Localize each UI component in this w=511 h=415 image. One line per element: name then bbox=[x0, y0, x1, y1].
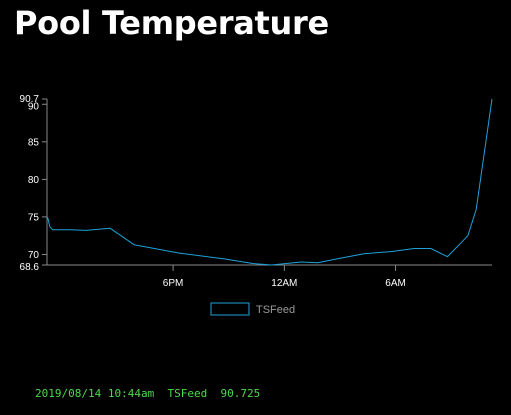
series-layer bbox=[46, 98, 493, 266]
x-tick-label: 6AM bbox=[385, 278, 406, 289]
x-axis: 6PM 12AM 6AM bbox=[47, 264, 492, 289]
legend-label-tsfeed[interactable]: TSFeed bbox=[256, 304, 295, 316]
status-line: 2019/08/14 10:44am TSFeed 90.725 bbox=[35, 387, 260, 400]
y-tick-label: 75 bbox=[28, 212, 40, 223]
legend[interactable]: TSFeed bbox=[210, 302, 295, 316]
y-tick-label: 90.7 bbox=[20, 94, 40, 105]
y-tick-label: 85 bbox=[28, 137, 40, 148]
y-tick-label: 68.6 bbox=[20, 262, 40, 273]
legend-swatch-tsfeed[interactable] bbox=[210, 302, 250, 316]
status-datetime: 2019/08/14 10:44am bbox=[35, 387, 155, 400]
series-line-tsfeed bbox=[46, 98, 493, 266]
page-title: Pool Temperature bbox=[14, 4, 329, 42]
y-tick-label: 80 bbox=[28, 175, 40, 186]
status-feed-name: TSFeed bbox=[167, 387, 208, 400]
y-tick-label: 70 bbox=[28, 250, 40, 261]
x-tick-label: 12AM bbox=[271, 278, 297, 289]
x-tick-label: 6PM bbox=[163, 278, 184, 289]
status-value: 90.725 bbox=[220, 387, 261, 400]
y-tick-label: 90 bbox=[28, 101, 40, 112]
